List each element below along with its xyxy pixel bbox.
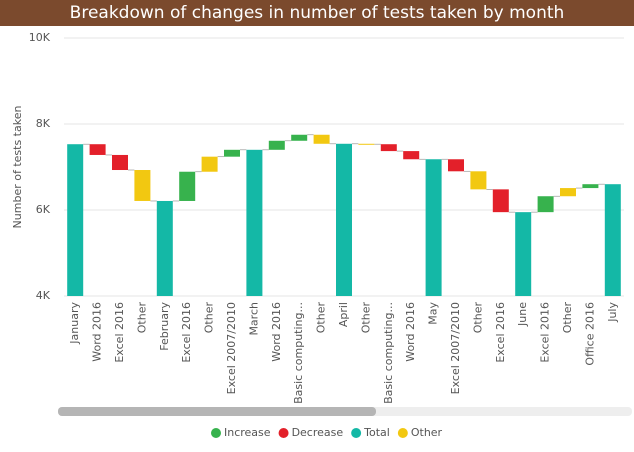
x-tick-label: Excel 2016 bbox=[113, 302, 126, 363]
bar bbox=[89, 144, 106, 155]
legend-marker bbox=[351, 428, 362, 438]
x-tick-label: Excel 2016 bbox=[180, 302, 193, 363]
bar bbox=[291, 134, 308, 141]
bar bbox=[403, 151, 420, 160]
x-tick-label: July bbox=[606, 302, 619, 323]
legend-label: Increase bbox=[224, 426, 271, 439]
x-tick-label: June bbox=[516, 302, 529, 327]
legend-marker bbox=[278, 428, 289, 438]
x-tick-label: Excel 2007/2010 bbox=[449, 302, 462, 394]
legend-label: Total bbox=[363, 426, 390, 439]
bar bbox=[313, 134, 330, 144]
x-tick-label: May bbox=[427, 302, 440, 325]
x-tick-label: Other bbox=[471, 302, 484, 334]
legend-marker bbox=[397, 428, 408, 438]
x-tick-label: Other bbox=[135, 302, 148, 334]
chart-title: Breakdown of changes in number of tests … bbox=[70, 3, 565, 23]
bar bbox=[112, 154, 128, 171]
bar bbox=[448, 159, 464, 172]
x-tick-label: February bbox=[158, 302, 171, 351]
bar bbox=[156, 200, 173, 296]
bar bbox=[380, 144, 397, 152]
bar bbox=[470, 171, 487, 190]
legend-marker bbox=[211, 428, 221, 438]
bar bbox=[582, 184, 599, 189]
bar bbox=[134, 170, 151, 201]
bar bbox=[336, 143, 352, 296]
bar bbox=[358, 143, 375, 145]
bar bbox=[268, 140, 285, 150]
bar bbox=[604, 184, 621, 296]
x-tick-label: Word 2016 bbox=[404, 302, 417, 362]
x-tick-label: Other bbox=[203, 302, 216, 334]
y-tick-label: 10K bbox=[29, 31, 51, 44]
y-tick-label: 6K bbox=[36, 203, 51, 216]
title-banner bbox=[0, 0, 634, 26]
x-tick-label: Excel 2016 bbox=[494, 302, 507, 363]
bar bbox=[224, 149, 240, 157]
x-tick-label: Word 2016 bbox=[270, 302, 283, 362]
x-tick-label: March bbox=[247, 302, 260, 336]
x-tick-label: Word 2016 bbox=[91, 302, 104, 362]
bar bbox=[67, 144, 84, 296]
x-tick-label: Excel 2016 bbox=[539, 302, 552, 363]
legend-label: Other bbox=[411, 426, 443, 439]
x-tick-label: Office 2016 bbox=[583, 302, 596, 366]
x-tick-label: Basic computing... bbox=[292, 302, 305, 404]
x-tick-label: Excel 2007/2010 bbox=[225, 302, 238, 394]
legend-label: Decrease bbox=[292, 426, 344, 439]
y-tick-label: 8K bbox=[36, 117, 51, 130]
bar bbox=[201, 156, 218, 172]
bar bbox=[179, 171, 196, 201]
x-tick-label: Other bbox=[315, 302, 328, 334]
y-axis-label: Number of tests taken bbox=[11, 106, 24, 229]
x-tick-label: January bbox=[68, 302, 81, 345]
x-tick-label: Other bbox=[359, 302, 372, 334]
scrollbar-thumb[interactable] bbox=[58, 407, 376, 416]
bar bbox=[492, 189, 509, 213]
bar bbox=[515, 212, 532, 296]
bar bbox=[560, 188, 576, 197]
x-tick-label: April bbox=[337, 302, 350, 327]
x-tick-label: Basic computing... bbox=[382, 302, 395, 404]
bar bbox=[246, 149, 263, 296]
bar bbox=[537, 196, 554, 213]
bar bbox=[425, 159, 442, 296]
x-tick-label: Other bbox=[561, 302, 574, 334]
y-tick-label: 4K bbox=[36, 289, 51, 302]
